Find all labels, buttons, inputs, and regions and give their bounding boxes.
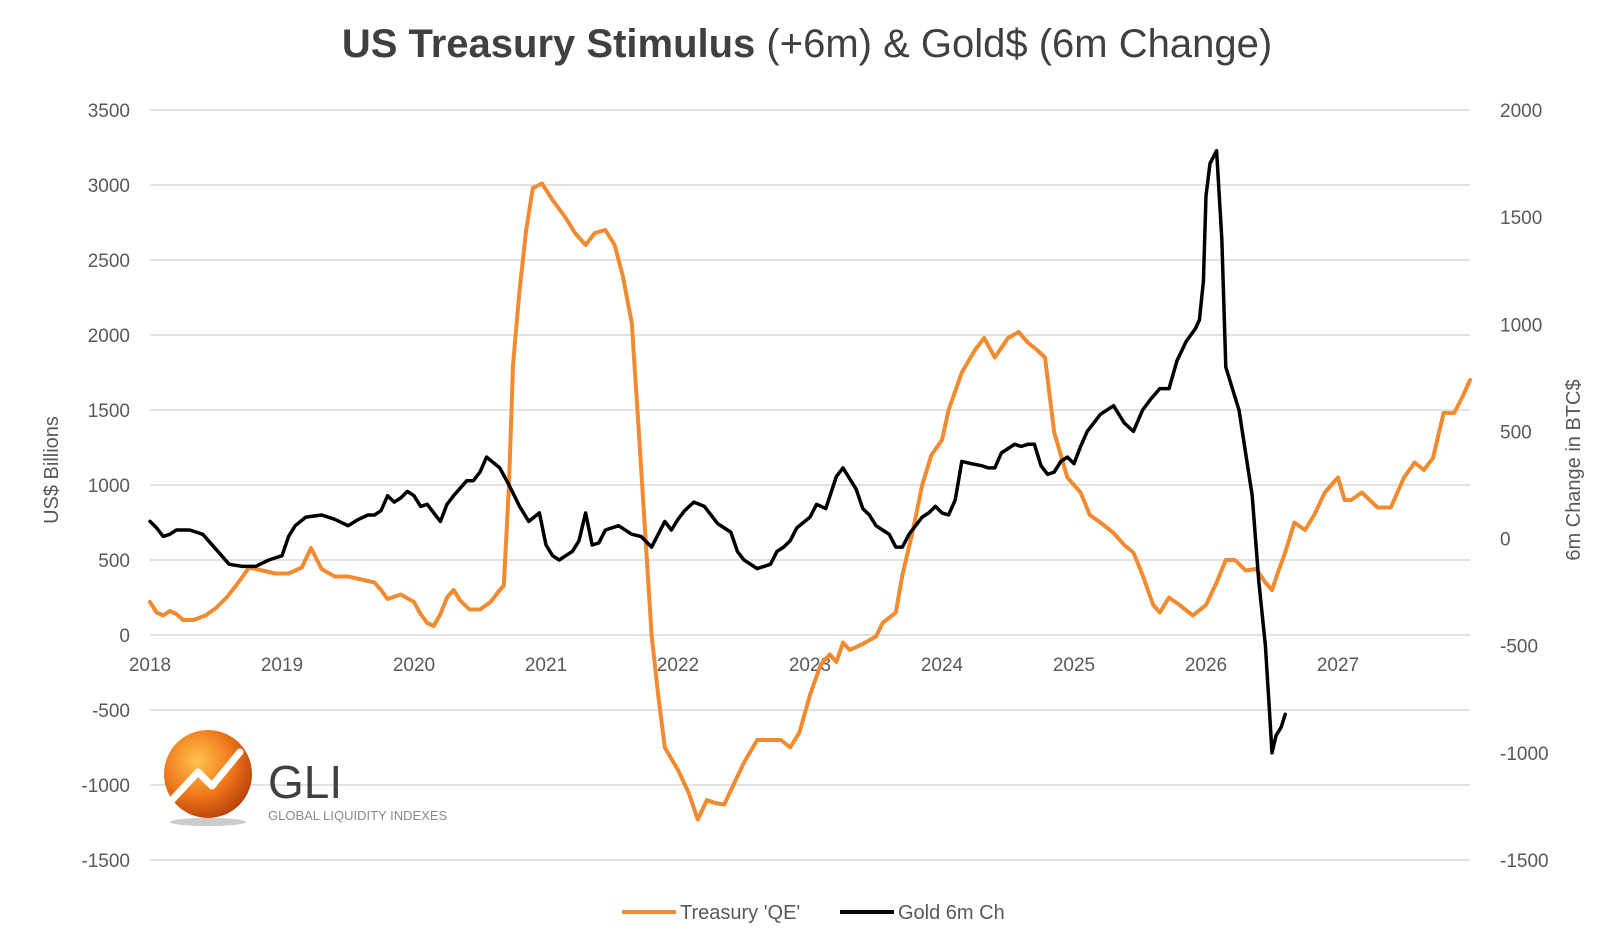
series-line-treasury [148, 181, 1472, 822]
left-tick-label: 1000 [88, 476, 130, 497]
left-tick-label: 2500 [88, 251, 130, 272]
right-tick-label: 1500 [1500, 208, 1542, 229]
left-tick-label: 3000 [88, 176, 130, 197]
logo-shadow [170, 818, 246, 826]
left-tick-label: 500 [98, 551, 130, 572]
left-axis-ticks: 3500 3000 2500 2000 1500 1000 500 0 -500 -1000 -15… [81, 101, 130, 872]
left-tick-label: 2000 [88, 326, 130, 347]
right-tick-label: -1000 [1500, 744, 1549, 765]
x-tick-label: 2020 [393, 655, 435, 676]
left-tick-label: 3500 [88, 101, 130, 122]
right-axis-ticks: 2000 1500 1000 500 0 -500 -1000 -1500 [1500, 101, 1549, 872]
x-tick-label: 2026 [1185, 655, 1227, 676]
legend-label-treasury: Treasury 'QE' [680, 902, 800, 924]
series-line-gold [148, 148, 1287, 755]
legend-label-gold: Gold 6m Ch [898, 902, 1005, 924]
left-axis-label: US$ Billions [41, 416, 63, 524]
right-tick-label: -500 [1500, 637, 1538, 658]
x-axis-ticks: 2018 2019 2020 2021 2022 2023 2024 2025 2026 2027 [129, 655, 1359, 676]
left-tick-label: 0 [119, 626, 130, 647]
x-tick-label: 2025 [1053, 655, 1095, 676]
chart-title-bold: US Treasury Stimulus [341, 22, 756, 66]
left-tick-label: -1500 [81, 851, 130, 872]
x-tick-label: 2021 [525, 655, 567, 676]
logo-orb-icon [164, 730, 252, 818]
x-tick-label: 2027 [1317, 655, 1359, 676]
right-tick-label: 0 [1500, 530, 1511, 551]
chart-title-rest: (+6m) & Gold$ (6m Change) [755, 22, 1273, 66]
chart-title: US Treasury Stimulus (+6m) & Gold$ (6m C… [0, 22, 1614, 67]
logo-name: GLI [268, 756, 342, 808]
left-tick-label: -500 [92, 701, 130, 722]
right-tick-label: 2000 [1500, 101, 1542, 122]
right-axis-label: 6m Change in BTC$ [1563, 379, 1585, 560]
x-tick-label: 2024 [921, 655, 964, 676]
left-tick-label: 1500 [88, 401, 130, 422]
left-tick-label: -1000 [81, 776, 130, 797]
x-tick-label: 2018 [129, 655, 171, 676]
legend: Treasury 'QE' Gold 6m Ch [622, 902, 1005, 924]
right-tick-label: -1500 [1500, 851, 1549, 872]
gli-logo: GLI GLOBAL LIQUIDITY INDEXES [164, 730, 447, 826]
x-tick-label: 2022 [657, 655, 699, 676]
logo-tagline: GLOBAL LIQUIDITY INDEXES [268, 808, 447, 823]
right-tick-label: 1000 [1500, 315, 1542, 336]
x-tick-label: 2019 [261, 655, 303, 676]
gridlines [150, 109, 1470, 861]
right-tick-label: 500 [1500, 422, 1532, 443]
logo-arrow-icon [168, 748, 244, 804]
